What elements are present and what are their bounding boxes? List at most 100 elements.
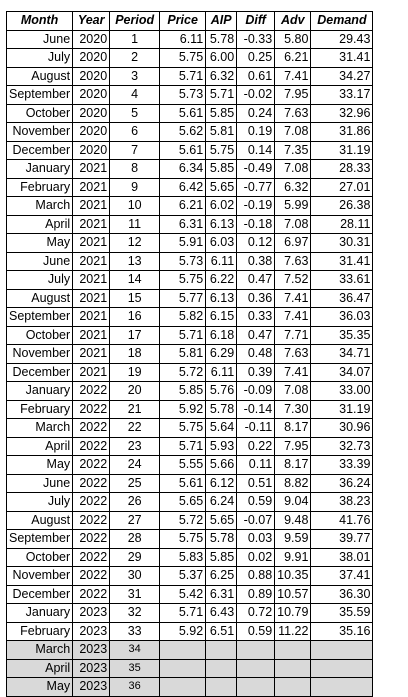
cell-diff[interactable]: [236, 677, 276, 697]
cell-aip[interactable]: 6.31: [205, 584, 238, 604]
cell-adv[interactable]: 6.97: [274, 233, 312, 253]
cell-year[interactable]: 2020: [72, 85, 111, 105]
cell-price[interactable]: 5.72: [159, 362, 207, 382]
cell-demand[interactable]: 34.71: [310, 344, 374, 364]
cell-month[interactable]: December: [5, 140, 74, 160]
cell-period[interactable]: 17: [109, 325, 161, 345]
cell-month[interactable]: May: [5, 677, 74, 697]
cell-aip[interactable]: 6.25: [205, 566, 238, 586]
cell-year[interactable]: 2022: [72, 510, 111, 530]
cell-aip[interactable]: 6.18: [205, 325, 238, 345]
cell-year[interactable]: 2023: [72, 658, 111, 678]
cell-month[interactable]: January: [5, 159, 74, 179]
cell-demand[interactable]: 31.19: [310, 140, 374, 160]
cell-period[interactable]: 22: [109, 418, 161, 438]
cell-adv[interactable]: 7.63: [274, 103, 312, 123]
cell-diff[interactable]: 0.88: [236, 566, 276, 586]
cell-year[interactable]: 2022: [72, 529, 111, 549]
cell-aip[interactable]: 5.64: [205, 418, 238, 438]
cell-adv[interactable]: 8.17: [274, 455, 312, 475]
cell-demand[interactable]: 32.96: [310, 103, 374, 123]
cell-demand[interactable]: 38.01: [310, 547, 374, 567]
cell-period[interactable]: 2: [109, 48, 161, 68]
cell-diff[interactable]: 0.22: [236, 436, 276, 456]
cell-diff[interactable]: 0.48: [236, 344, 276, 364]
cell-demand[interactable]: 35.16: [310, 621, 374, 641]
cell-year[interactable]: 2023: [72, 677, 111, 697]
cell-period[interactable]: 24: [109, 455, 161, 475]
cell-price[interactable]: 5.83: [159, 547, 207, 567]
cell-diff[interactable]: [236, 640, 276, 660]
cell-aip[interactable]: 5.65: [205, 510, 238, 530]
cell-aip[interactable]: 6.32: [205, 66, 238, 86]
cell-diff[interactable]: -0.77: [236, 177, 276, 197]
cell-period[interactable]: 28: [109, 529, 161, 549]
cell-aip[interactable]: 6.11: [205, 251, 238, 271]
cell-year[interactable]: 2021: [72, 288, 111, 308]
cell-adv[interactable]: 7.08: [274, 122, 312, 142]
cell-year[interactable]: 2021: [72, 344, 111, 364]
cell-diff[interactable]: 0.12: [236, 233, 276, 253]
cell-price[interactable]: 5.75: [159, 270, 207, 290]
header-aip[interactable]: AIP: [205, 11, 238, 31]
cell-adv[interactable]: 7.35: [274, 140, 312, 160]
cell-year[interactable]: 2020: [72, 48, 111, 68]
cell-month[interactable]: February: [5, 399, 74, 419]
cell-period[interactable]: 35: [109, 658, 161, 678]
cell-demand[interactable]: 31.19: [310, 399, 374, 419]
cell-aip[interactable]: 5.71: [205, 85, 238, 105]
cell-adv[interactable]: 10.35: [274, 566, 312, 586]
cell-diff[interactable]: 0.47: [236, 270, 276, 290]
cell-year[interactable]: 2021: [72, 177, 111, 197]
cell-demand[interactable]: 33.17: [310, 85, 374, 105]
cell-diff[interactable]: 0.72: [236, 603, 276, 623]
cell-demand[interactable]: [310, 677, 374, 697]
cell-year[interactable]: 2021: [72, 362, 111, 382]
cell-demand[interactable]: 35.59: [310, 603, 374, 623]
cell-month[interactable]: July: [5, 270, 74, 290]
cell-month[interactable]: February: [5, 621, 74, 641]
cell-month[interactable]: June: [5, 251, 74, 271]
cell-diff[interactable]: 0.36: [236, 288, 276, 308]
cell-diff[interactable]: 0.19: [236, 122, 276, 142]
cell-price[interactable]: [159, 658, 207, 678]
cell-price[interactable]: 5.61: [159, 103, 207, 123]
cell-diff[interactable]: 0.39: [236, 362, 276, 382]
cell-period[interactable]: 1: [109, 29, 161, 49]
cell-adv[interactable]: 9.91: [274, 547, 312, 567]
header-year[interactable]: Year: [72, 11, 111, 31]
cell-demand[interactable]: 35.35: [310, 325, 374, 345]
cell-aip[interactable]: 6.11: [205, 362, 238, 382]
cell-diff[interactable]: -0.49: [236, 159, 276, 179]
cell-demand[interactable]: [310, 658, 374, 678]
cell-price[interactable]: [159, 640, 207, 660]
cell-diff[interactable]: 0.03: [236, 529, 276, 549]
cell-month[interactable]: March: [5, 196, 74, 216]
cell-year[interactable]: 2021: [72, 159, 111, 179]
cell-price[interactable]: 5.71: [159, 66, 207, 86]
cell-aip[interactable]: 6.51: [205, 621, 238, 641]
cell-demand[interactable]: 29.43: [310, 29, 374, 49]
cell-price[interactable]: 5.82: [159, 307, 207, 327]
cell-year[interactable]: 2021: [72, 196, 111, 216]
cell-price[interactable]: 6.31: [159, 214, 207, 234]
cell-adv[interactable]: 7.41: [274, 307, 312, 327]
cell-year[interactable]: 2021: [72, 233, 111, 253]
cell-month[interactable]: September: [5, 307, 74, 327]
cell-demand[interactable]: 36.24: [310, 473, 374, 493]
cell-price[interactable]: 5.92: [159, 621, 207, 641]
cell-diff[interactable]: 0.89: [236, 584, 276, 604]
cell-year[interactable]: 2021: [72, 325, 111, 345]
cell-price[interactable]: 5.62: [159, 122, 207, 142]
cell-price[interactable]: 5.77: [159, 288, 207, 308]
cell-diff[interactable]: -0.11: [236, 418, 276, 438]
cell-price[interactable]: 5.91: [159, 233, 207, 253]
cell-diff[interactable]: [236, 658, 276, 678]
header-diff[interactable]: Diff: [236, 11, 276, 31]
cell-month[interactable]: October: [5, 103, 74, 123]
cell-demand[interactable]: 28.33: [310, 159, 374, 179]
cell-aip[interactable]: 5.85: [205, 103, 238, 123]
cell-price[interactable]: 5.42: [159, 584, 207, 604]
cell-aip[interactable]: 6.03: [205, 233, 238, 253]
cell-adv[interactable]: 7.41: [274, 288, 312, 308]
